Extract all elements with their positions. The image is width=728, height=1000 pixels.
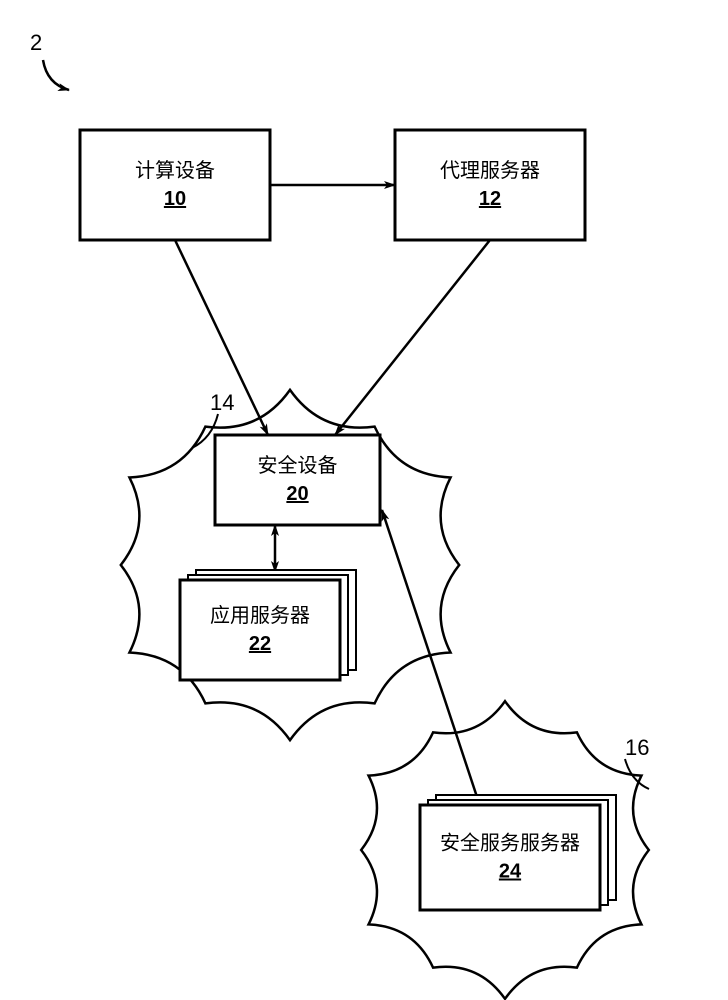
node-proxy_server-label: 代理服务器	[440, 159, 540, 182]
node-app_server-label: 应用服务器	[210, 604, 310, 627]
node-computing_device-num: 10	[164, 188, 186, 210]
ref-cloud16: 16	[625, 735, 649, 760]
ref-fig: 2	[30, 30, 42, 55]
node-security_service_server: 安全服务服务器 24	[420, 795, 616, 910]
ref-cloud14: 14	[210, 390, 234, 415]
node-proxy_server: 代理服务器 12	[395, 130, 585, 240]
node-security_device-num: 20	[286, 483, 308, 505]
diagram-canvas: 计算设备 10 代理服务器 12 安全设备 20 应用服务器 22 安全服务服务器 24 2 14 16	[0, 0, 728, 1000]
node-computing_device: 计算设备 10	[80, 130, 270, 240]
node-security_service_server-label: 安全服务服务器	[440, 832, 580, 855]
edge-security_service_server-security_device	[382, 510, 478, 800]
node-app_server: 应用服务器 22	[180, 570, 356, 680]
node-proxy_server-num: 12	[479, 188, 501, 210]
node-security_service_server-num: 24	[499, 861, 522, 883]
figure-ref-arrow	[43, 60, 69, 90]
node-security_device-label: 安全设备	[258, 454, 338, 477]
node-computing_device-label: 计算设备	[135, 159, 215, 182]
node-app_server-num: 22	[249, 633, 271, 655]
edge-proxy_server-security_device	[335, 240, 490, 435]
node-security_device: 安全设备 20	[215, 435, 380, 525]
